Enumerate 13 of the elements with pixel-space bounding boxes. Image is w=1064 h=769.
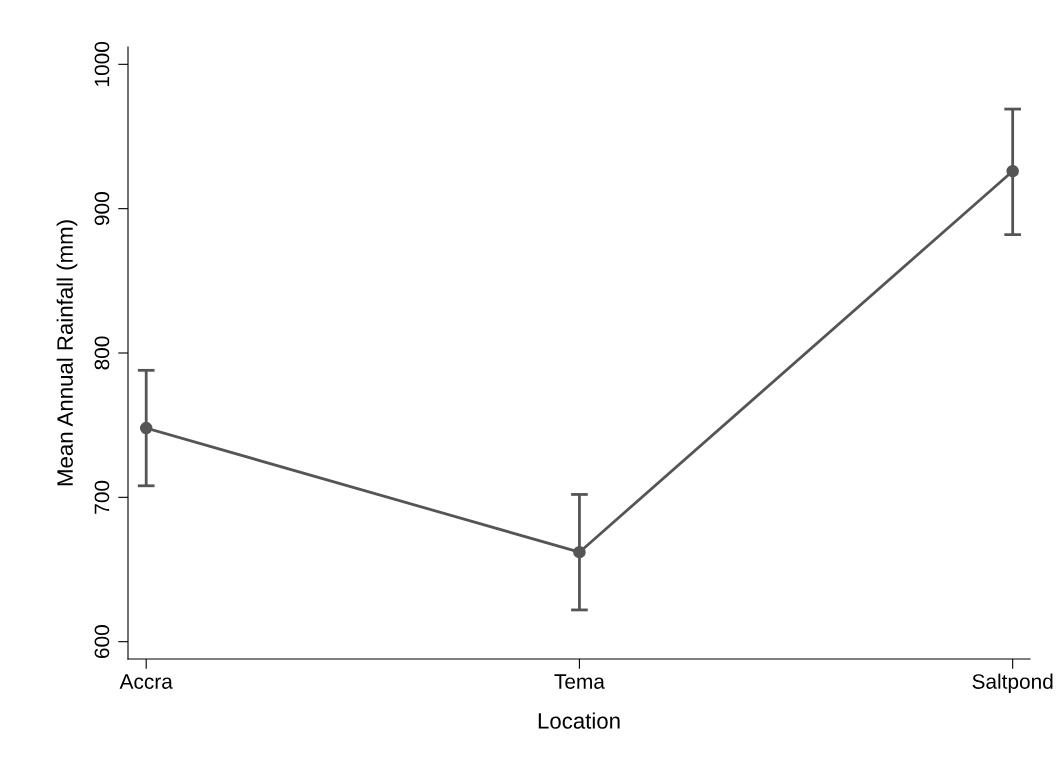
y-tick-label: 800: [94, 336, 110, 370]
x-axis-title: Location: [538, 712, 620, 729]
y-tick-label: 700: [94, 480, 110, 514]
point: [1006, 164, 1019, 178]
y-tick-label: 900: [94, 192, 110, 226]
x-tick-label: Accra: [119, 674, 173, 689]
y-axis-title: Mean Annual Rainfall (mm): [56, 220, 78, 486]
point: [139, 421, 153, 435]
y-tick-label: 1000: [94, 41, 110, 86]
point: [573, 545, 586, 559]
x-tick-label: Saltpond: [972, 673, 1053, 693]
x-tick-label: Tema: [554, 674, 605, 689]
y-tick-label: 600: [94, 625, 110, 658]
